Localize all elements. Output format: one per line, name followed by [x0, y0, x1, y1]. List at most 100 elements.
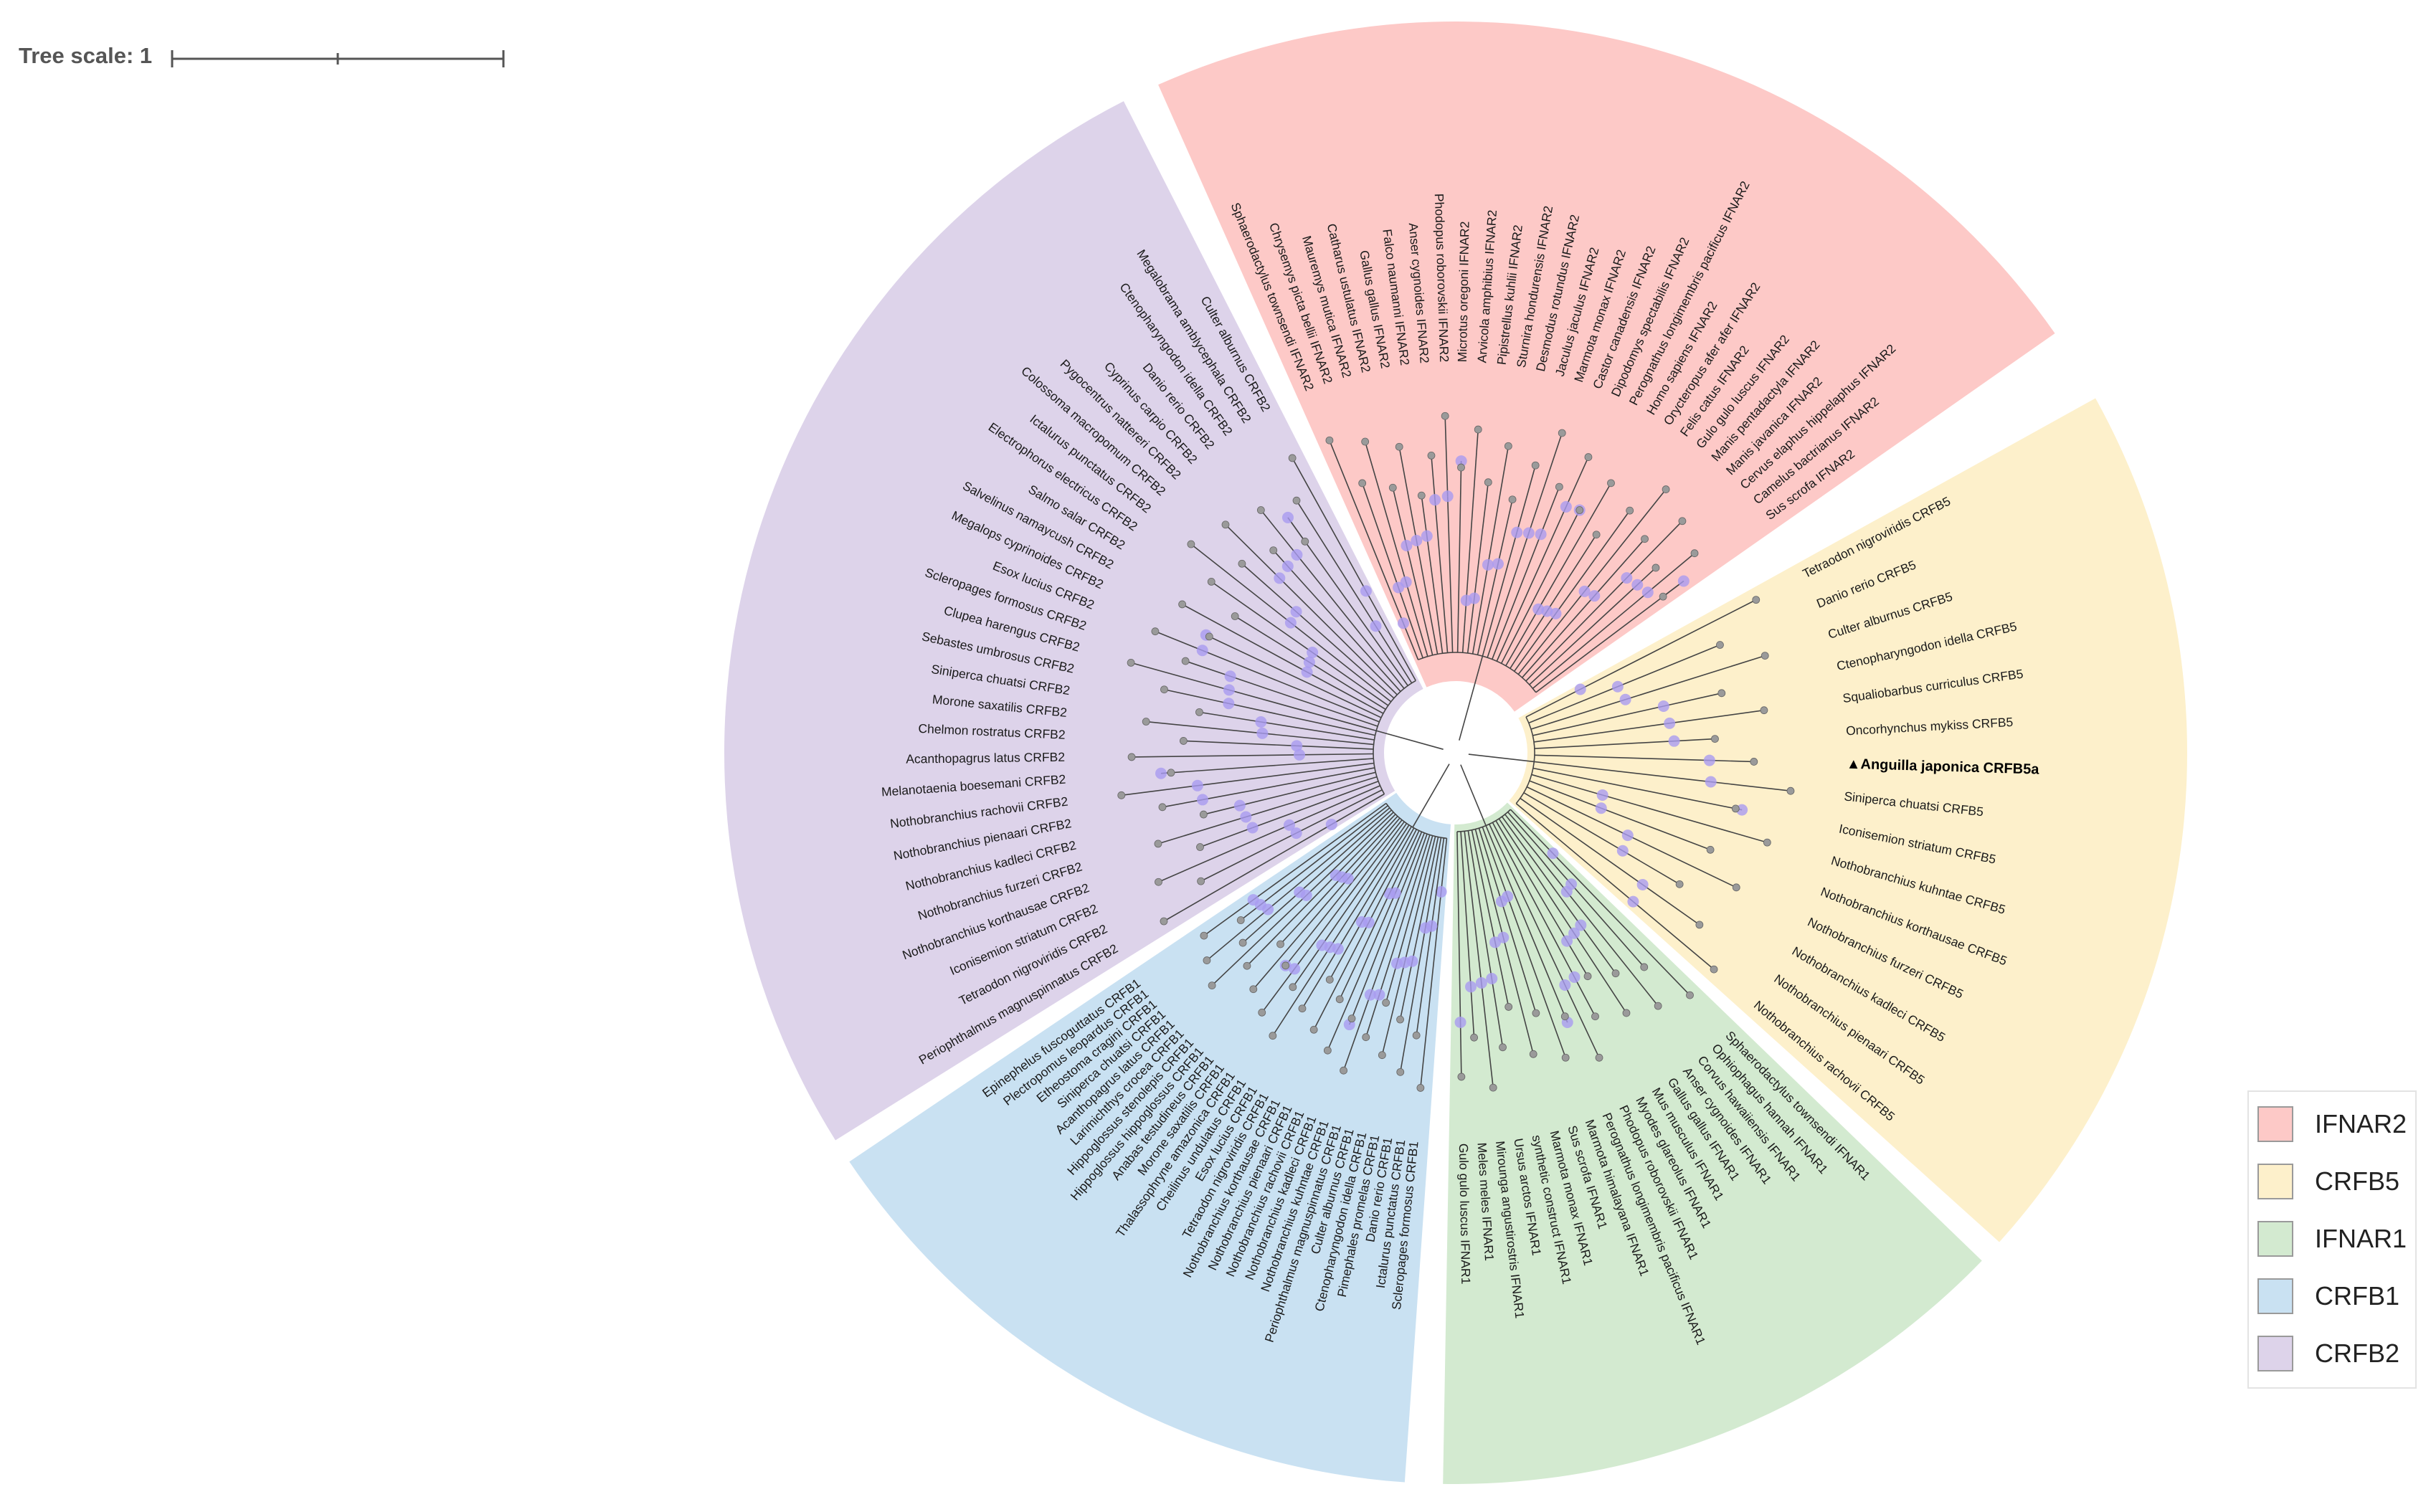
internal-branch [1456, 461, 1462, 653]
tip-node [1711, 735, 1719, 743]
stem-branch [1412, 764, 1450, 828]
tip-node [1555, 482, 1563, 491]
tip-node [1196, 843, 1204, 851]
bootstrap-marker [1401, 540, 1413, 552]
internal-branch [1528, 686, 1619, 724]
bootstrap-marker [1291, 740, 1303, 752]
leaf-branch [1361, 482, 1399, 588]
bootstrap-marker [1560, 500, 1572, 513]
bootstrap-marker [1561, 935, 1573, 947]
bootstrap-marker [1281, 511, 1294, 523]
bootstrap-marker [1627, 895, 1639, 908]
tip-node [1690, 549, 1699, 558]
bootstrap-marker [1568, 927, 1581, 939]
tip-node [1388, 483, 1397, 492]
bootstrap-marker [1397, 617, 1409, 629]
tip-node [1710, 965, 1718, 974]
tip-node [1325, 436, 1334, 444]
tip-node [1269, 546, 1278, 555]
internal-branch [1471, 829, 1496, 943]
internal-branch [1529, 780, 1602, 809]
clade-sector-crfb5 [1509, 398, 2188, 1242]
tip-node [1358, 479, 1367, 488]
tip-node [1340, 1066, 1347, 1075]
internal-branch [1411, 837, 1439, 961]
bootstrap-marker [1240, 811, 1252, 823]
internal-branch [1294, 821, 1405, 969]
tip-node [1695, 921, 1704, 929]
leaf-branch [1365, 994, 1380, 1037]
internal-branch [1312, 652, 1389, 706]
leaf-branch [1555, 510, 1631, 614]
tip-node [1195, 708, 1203, 716]
internal-branch [1525, 688, 1581, 718]
leaf-branch [1210, 581, 1313, 653]
tip-node [1249, 985, 1258, 994]
internal-branch [1406, 545, 1434, 655]
internal-branch [1534, 754, 1710, 761]
leaf-branch [1642, 884, 1700, 926]
tip-node [1716, 641, 1724, 649]
leaf-branch [1444, 416, 1449, 497]
internal-branch [1507, 812, 1572, 885]
tip-node [1200, 931, 1208, 940]
tip-node [1441, 412, 1449, 420]
bootstrap-marker [1616, 845, 1629, 857]
bootstrap-marker [1575, 919, 1587, 931]
bootstrap-marker [1390, 957, 1403, 969]
tip-node [1289, 983, 1297, 992]
tip-node [1529, 1050, 1537, 1058]
leaf-branch [1190, 543, 1292, 624]
tip-node [1532, 1009, 1540, 1017]
bootstrap-marker [1486, 973, 1498, 985]
bootstrap-marker [1621, 829, 1634, 842]
leaf-branch [1385, 963, 1398, 1003]
bootstrap-marker [1657, 700, 1669, 712]
internal-branch [1267, 807, 1390, 910]
bootstrap-marker [1482, 558, 1494, 571]
internal-branch [1202, 767, 1375, 801]
internal-branch [1514, 613, 1557, 672]
internal-branch [1396, 835, 1434, 964]
tip-node [1197, 877, 1205, 885]
leaf-branch [1203, 804, 1241, 815]
bootstrap-marker [1197, 794, 1209, 806]
leaf-branch [1622, 850, 1680, 885]
internal-branch [1416, 540, 1439, 655]
tip-node [1362, 1033, 1370, 1042]
bootstrap-marker [1281, 560, 1294, 572]
leaf-branch [1253, 878, 1349, 990]
bootstrap-marker [1383, 888, 1395, 900]
internal-branch [1500, 510, 1581, 664]
tip-node [1221, 520, 1230, 529]
bootstrap-marker [1631, 579, 1644, 591]
leaf-branch [1528, 432, 1563, 533]
bootstrap-marker [1155, 767, 1167, 779]
leaf-branch [1481, 982, 1494, 1088]
bootstrap-marker [1441, 490, 1454, 503]
leaf-branch [1296, 500, 1377, 627]
legend-swatch [2257, 1221, 2293, 1257]
leaf-label: Microtus oregoni IFNAR2 [1455, 221, 1472, 362]
bootstrap-marker [1489, 936, 1501, 948]
tip-node [1361, 437, 1370, 446]
leaf-branch [1200, 827, 1253, 848]
bootstrap-marker [1568, 971, 1581, 983]
leaf-branch [1241, 563, 1297, 612]
bootstrap-marker [1246, 822, 1259, 834]
bootstrap-marker [1301, 666, 1313, 678]
bootstrap-marker [1454, 1016, 1466, 1028]
bootstrap-marker [1532, 603, 1545, 615]
tip-node [1786, 786, 1795, 795]
internal-branch [1365, 590, 1416, 681]
bootstrap-marker [1255, 715, 1267, 728]
tip-node [1750, 758, 1758, 766]
bootstrap-marker [1435, 885, 1447, 898]
bootstrap-marker [1355, 916, 1368, 928]
internal-branch [1404, 836, 1436, 963]
tip-node [1595, 1053, 1603, 1062]
leaf-branch [1602, 794, 1768, 843]
leaf-branch [1234, 615, 1310, 663]
tip-node [1231, 612, 1239, 620]
stem-branch [1459, 655, 1484, 741]
